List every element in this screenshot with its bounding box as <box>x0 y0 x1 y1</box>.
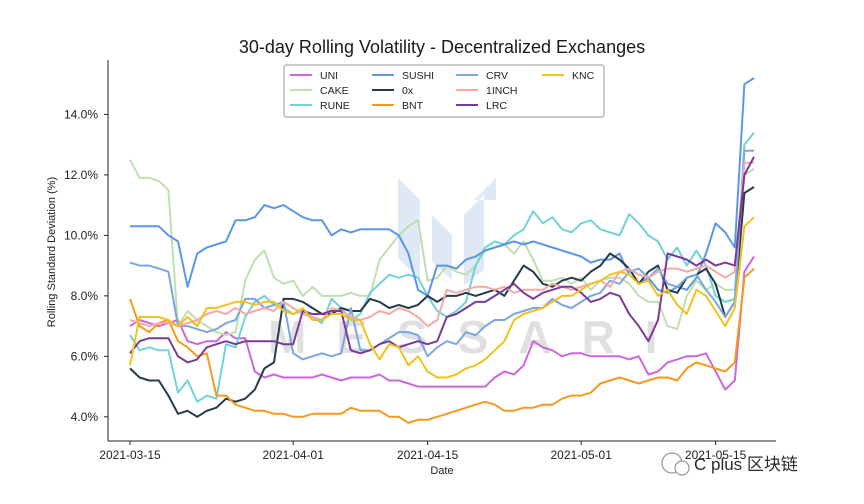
legend-label-sushi: SUSHI <box>402 70 434 82</box>
legend-label-1inch: 1INCH <box>486 85 518 97</box>
y-tick-label: 10.0% <box>64 228 98 242</box>
y-tick-label: 8.0% <box>71 289 99 303</box>
legend-label-0x: 0x <box>402 85 414 97</box>
y-tick-label: 14.0% <box>64 107 98 121</box>
series-line-lrc <box>129 156 755 364</box>
series-line-uni <box>129 255 755 391</box>
wechat-icon-inner <box>674 460 690 476</box>
series-line-bnt <box>129 267 755 424</box>
legend: UNI CAKE RUNE SUSHI 0x BNT CRV 1INCH LRC KNC <box>283 64 605 118</box>
legend-label-rune: RUNE <box>320 100 350 112</box>
y-axis-label: Rolling Standard Deviation (%) <box>46 177 58 327</box>
x-tick-label: 2021-03-15 <box>99 448 161 462</box>
legend-label-cake: CAKE <box>320 85 349 97</box>
series-line-knc <box>129 216 755 379</box>
series-line-1inch <box>129 161 754 328</box>
x-ticks: 2021-03-15 2021-04-01 2021-04-15 2021-05-01… <box>99 441 747 462</box>
x-tick-label: 2021-05-15 <box>685 448 747 462</box>
x-axis-label: Date <box>430 465 453 477</box>
y-ticks: 4.0% 6.0% 8.0% 10.0% 12.0% 14.0% <box>64 107 108 424</box>
series-line-cake <box>129 159 755 337</box>
x-tick-label: 2021-04-01 <box>263 448 325 462</box>
chart-title: 30-day Rolling Volatility - Decentralize… <box>239 37 645 57</box>
series-line-0x <box>129 186 755 418</box>
legend-label-lrc: LRC <box>486 100 507 112</box>
x-tick-label: 2021-05-01 <box>551 448 613 462</box>
brand-overlay: C plus 区块链 <box>661 452 798 476</box>
y-tick-label: 4.0% <box>71 410 99 424</box>
legend-frame <box>283 64 605 118</box>
x-tick-label: 2021-04-15 <box>397 448 459 462</box>
legend-label-bnt: BNT <box>402 100 424 112</box>
series-line-sushi <box>130 77 755 297</box>
legend-label-uni: UNI <box>320 70 338 82</box>
brand-text: C plus 区块链 <box>694 455 798 474</box>
legend-label-knc: KNC <box>572 70 595 82</box>
legend-label-crv: CRV <box>486 70 508 82</box>
y-tick-label: 12.0% <box>64 168 98 182</box>
y-tick-label: 6.0% <box>71 349 99 363</box>
series-line-rune <box>129 131 755 403</box>
series-layer <box>129 77 755 424</box>
